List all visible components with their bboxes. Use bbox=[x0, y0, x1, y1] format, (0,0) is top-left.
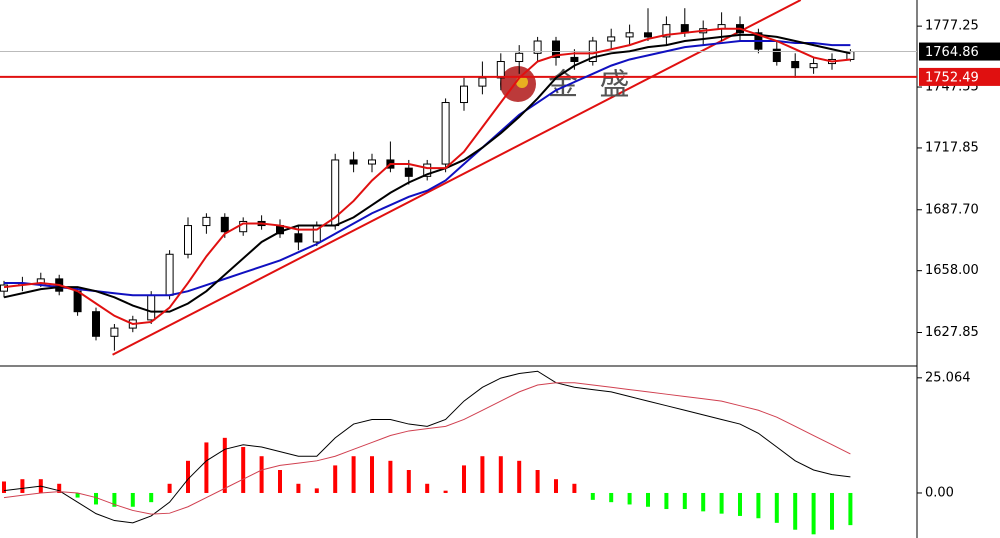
histogram-bar bbox=[774, 492, 779, 523]
histogram-bar bbox=[333, 465, 338, 493]
histogram-bar bbox=[572, 483, 577, 493]
histogram-bar bbox=[20, 479, 25, 493]
histogram-bar bbox=[314, 488, 319, 493]
candle-body bbox=[552, 40, 560, 58]
candle-body bbox=[202, 216, 211, 227]
histogram-bar bbox=[278, 470, 282, 493]
indicator-line bbox=[3, 382, 851, 515]
candle-body bbox=[423, 163, 432, 177]
level-label: 1752.49 bbox=[925, 70, 979, 85]
histogram-bar bbox=[848, 492, 853, 526]
candle-body bbox=[349, 159, 358, 165]
histogram-bar bbox=[830, 492, 834, 530]
histogram-bar bbox=[609, 492, 614, 503]
candle-body bbox=[184, 225, 192, 255]
histogram-bar bbox=[738, 492, 742, 516]
y-tick-label: 1627.85 bbox=[925, 325, 979, 340]
candle-body bbox=[515, 52, 524, 63]
trend-line bbox=[112, 0, 802, 356]
histogram-bar bbox=[94, 492, 98, 505]
histogram-bar bbox=[664, 492, 669, 510]
histogram-bar bbox=[130, 492, 135, 507]
histogram-bar bbox=[425, 483, 430, 493]
candle-body bbox=[772, 48, 781, 63]
candle-body bbox=[533, 40, 542, 54]
histogram-bar bbox=[719, 492, 724, 514]
y-tick-label: 1658.00 bbox=[925, 263, 979, 278]
histogram-bar bbox=[75, 492, 80, 498]
histogram-bar bbox=[296, 483, 301, 493]
histogram-bar bbox=[517, 460, 522, 493]
candle-body bbox=[92, 311, 100, 337]
candle-body bbox=[110, 327, 119, 337]
indicator-line bbox=[3, 370, 851, 524]
histogram-bar bbox=[370, 456, 374, 493]
histogram-bar bbox=[351, 456, 356, 493]
histogram-bar bbox=[793, 492, 798, 530]
watermark: 金 盛 bbox=[548, 68, 636, 103]
candle-body bbox=[0, 284, 8, 292]
candle-body bbox=[368, 159, 376, 165]
histogram-bar bbox=[204, 442, 209, 493]
histogram-bar bbox=[57, 483, 62, 493]
histogram-bar bbox=[646, 492, 650, 507]
candle-body bbox=[809, 63, 818, 69]
histogram-bar bbox=[222, 437, 227, 493]
histogram-bar bbox=[535, 470, 540, 493]
candle-body bbox=[662, 24, 671, 38]
y-tick-label: 25.064 bbox=[925, 370, 971, 385]
histogram-bar bbox=[682, 492, 687, 510]
histogram-bar bbox=[627, 492, 632, 505]
histogram-bar bbox=[498, 456, 503, 493]
candle-body bbox=[460, 85, 468, 104]
histogram-bar bbox=[701, 492, 706, 512]
y-tick-label: 1687.70 bbox=[925, 202, 979, 217]
candle-body bbox=[404, 167, 413, 177]
level-box bbox=[919, 67, 1000, 86]
candle-body bbox=[570, 56, 579, 63]
candle-body bbox=[496, 61, 505, 79]
y-tick-label: 0.00 bbox=[925, 485, 954, 500]
histogram-bar bbox=[388, 460, 393, 493]
indicator-line bbox=[4, 40, 851, 297]
histogram-bar bbox=[811, 492, 816, 535]
histogram-bar bbox=[756, 492, 761, 519]
candle-body bbox=[73, 290, 82, 313]
histogram-bar bbox=[554, 479, 558, 493]
y-tick-label: 1717.85 bbox=[925, 140, 979, 155]
candle-body bbox=[644, 32, 652, 38]
current-price-label: 1764.86 bbox=[925, 45, 979, 60]
candle-body bbox=[478, 77, 487, 87]
histogram-bar bbox=[241, 447, 246, 493]
indicator-line bbox=[3, 27, 851, 326]
histogram-bar bbox=[480, 456, 485, 493]
candle-body bbox=[441, 102, 450, 165]
histogram-bar bbox=[406, 470, 411, 493]
histogram-bar bbox=[259, 456, 264, 493]
candle-body bbox=[607, 36, 616, 42]
candle-body bbox=[165, 253, 174, 296]
candle-body bbox=[625, 32, 634, 38]
histogram-bar bbox=[462, 465, 466, 493]
histogram-bar bbox=[149, 492, 154, 503]
candle-body bbox=[220, 216, 229, 233]
candle-body bbox=[147, 294, 156, 321]
indicator-line bbox=[3, 33, 851, 313]
current-price-box bbox=[919, 42, 1000, 61]
histogram-bar bbox=[2, 481, 6, 493]
histogram-bar bbox=[590, 492, 595, 500]
histogram-bar bbox=[443, 490, 448, 493]
y-tick-label: 1777.25 bbox=[925, 19, 979, 34]
histogram-bar bbox=[186, 460, 190, 493]
candle-body bbox=[294, 233, 303, 243]
candle-body bbox=[791, 61, 800, 69]
histogram-bar bbox=[112, 492, 117, 507]
histogram-bar bbox=[167, 483, 172, 493]
